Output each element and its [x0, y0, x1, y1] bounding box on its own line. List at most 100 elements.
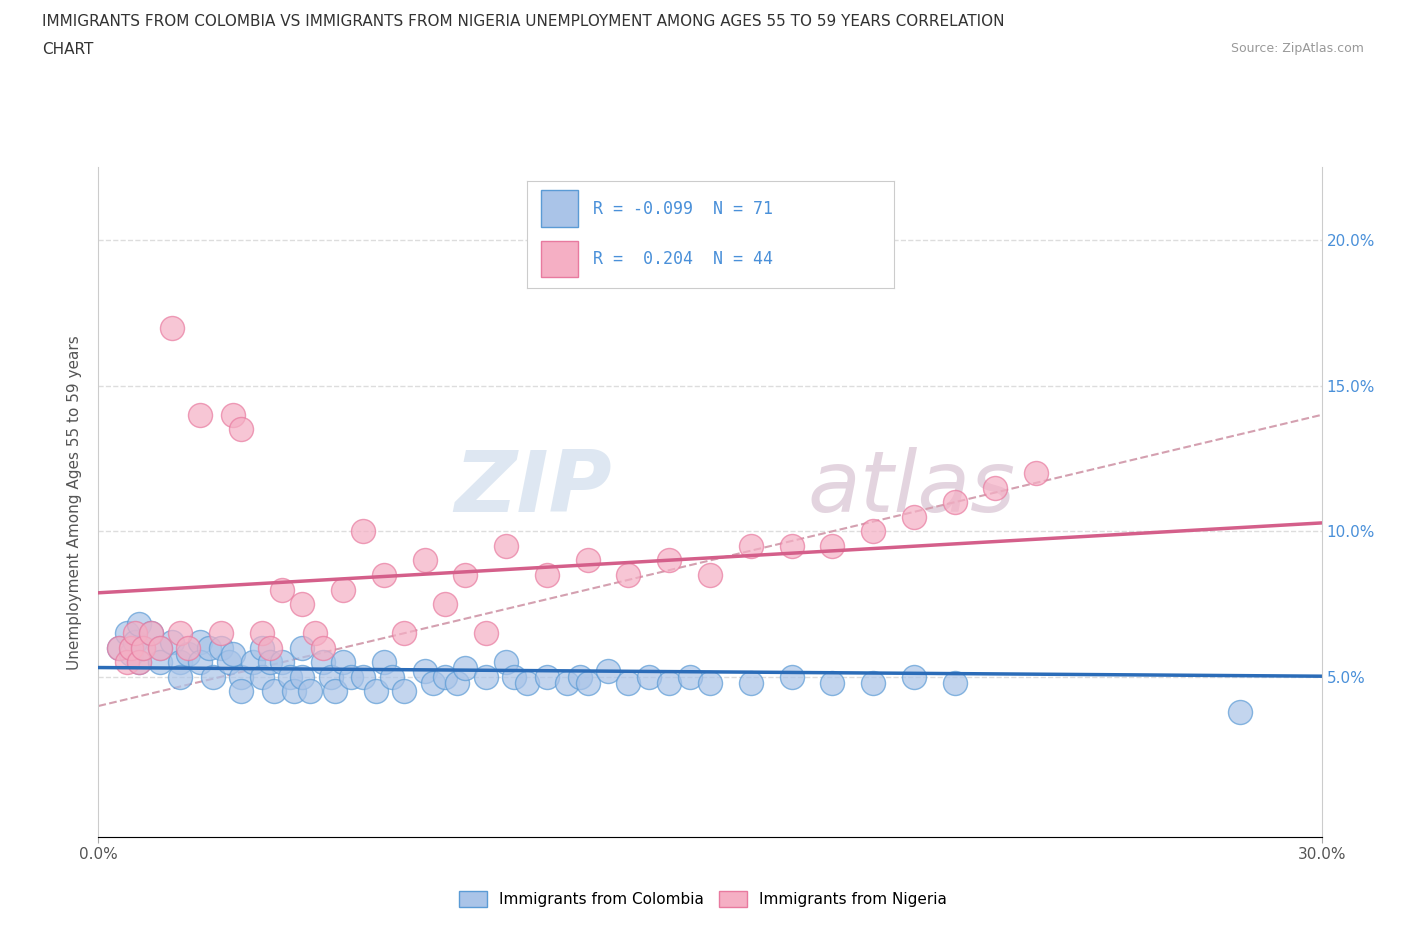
- Point: [516, 675, 538, 690]
- Point: [120, 646, 142, 661]
- Point: [352, 524, 374, 538]
- Point: [821, 675, 844, 690]
- Point: [1229, 704, 1251, 719]
- Point: [434, 597, 457, 612]
- Point: [638, 670, 661, 684]
- Point: [740, 538, 762, 553]
- Point: [495, 655, 517, 670]
- Point: [270, 655, 294, 670]
- Point: [108, 641, 131, 656]
- Point: [312, 655, 335, 670]
- Point: [312, 641, 335, 656]
- Point: [128, 617, 150, 631]
- Point: [446, 675, 468, 690]
- Point: [413, 664, 436, 679]
- Point: [120, 641, 142, 656]
- Point: [658, 675, 681, 690]
- Point: [323, 684, 346, 698]
- Point: [332, 655, 354, 670]
- Point: [108, 641, 131, 656]
- Point: [160, 634, 183, 649]
- Point: [862, 675, 884, 690]
- Point: [141, 626, 163, 641]
- Point: [679, 670, 702, 684]
- Point: [209, 641, 232, 656]
- Point: [340, 670, 363, 684]
- Point: [576, 553, 599, 568]
- Point: [291, 597, 314, 612]
- Point: [124, 634, 146, 649]
- Point: [132, 641, 155, 656]
- Point: [160, 320, 183, 335]
- Point: [474, 626, 498, 641]
- Point: [434, 670, 457, 684]
- Point: [740, 675, 762, 690]
- Point: [821, 538, 844, 553]
- Point: [169, 670, 191, 684]
- Point: [373, 567, 395, 582]
- Point: [903, 670, 925, 684]
- Point: [270, 582, 294, 597]
- Point: [278, 670, 301, 684]
- Point: [231, 422, 253, 437]
- Point: [617, 567, 640, 582]
- Point: [169, 626, 191, 641]
- Point: [242, 655, 264, 670]
- Point: [903, 510, 925, 525]
- Point: [503, 670, 526, 684]
- Legend: Immigrants from Colombia, Immigrants from Nigeria: Immigrants from Colombia, Immigrants fro…: [453, 884, 953, 913]
- Point: [299, 684, 322, 698]
- Point: [422, 675, 444, 690]
- Point: [392, 626, 416, 641]
- Point: [169, 655, 191, 670]
- Y-axis label: Unemployment Among Ages 55 to 59 years: Unemployment Among Ages 55 to 59 years: [67, 335, 83, 670]
- Point: [943, 675, 966, 690]
- Point: [197, 641, 219, 656]
- Point: [188, 634, 212, 649]
- Point: [250, 670, 273, 684]
- Text: ZIP: ZIP: [454, 447, 612, 530]
- Point: [291, 641, 314, 656]
- Point: [259, 655, 281, 670]
- Point: [780, 538, 803, 553]
- Point: [943, 495, 966, 510]
- Point: [177, 641, 200, 656]
- Point: [231, 670, 253, 684]
- Point: [188, 655, 212, 670]
- Point: [598, 664, 620, 679]
- Text: CHART: CHART: [42, 42, 94, 57]
- Point: [1025, 466, 1047, 481]
- Point: [984, 480, 1007, 495]
- Point: [291, 670, 314, 684]
- Point: [495, 538, 517, 553]
- Point: [474, 670, 498, 684]
- Point: [132, 641, 155, 656]
- Point: [218, 655, 240, 670]
- Point: [259, 641, 281, 656]
- Point: [454, 567, 477, 582]
- Point: [149, 641, 172, 656]
- Point: [177, 646, 200, 661]
- Point: [283, 684, 305, 698]
- Point: [658, 553, 681, 568]
- Point: [780, 670, 803, 684]
- Point: [124, 626, 146, 641]
- Point: [209, 626, 232, 641]
- Point: [128, 655, 150, 670]
- Point: [149, 641, 172, 656]
- Point: [128, 655, 150, 670]
- Point: [250, 626, 273, 641]
- Point: [536, 567, 558, 582]
- Point: [699, 675, 721, 690]
- Point: [115, 626, 138, 641]
- Point: [557, 675, 579, 690]
- Point: [231, 684, 253, 698]
- Point: [576, 675, 599, 690]
- Point: [222, 407, 245, 422]
- Point: [862, 524, 884, 538]
- Text: atlas: atlas: [808, 447, 1017, 530]
- Point: [536, 670, 558, 684]
- Point: [392, 684, 416, 698]
- Point: [568, 670, 591, 684]
- Point: [149, 655, 172, 670]
